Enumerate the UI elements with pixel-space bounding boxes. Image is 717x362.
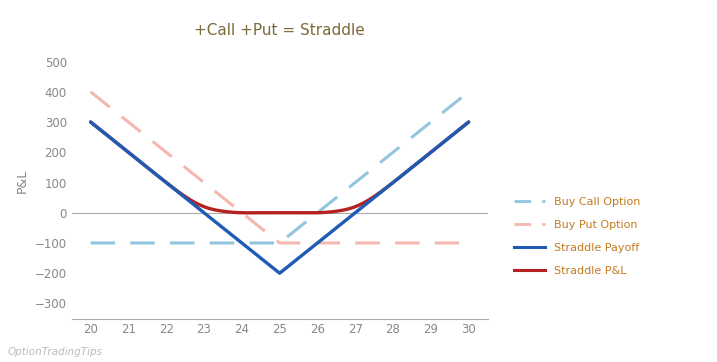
Y-axis label: P&L: P&L — [16, 169, 29, 193]
Text: OptionTradingTips: OptionTradingTips — [7, 347, 102, 357]
Legend: Buy Call Option, Buy Put Option, Straddle Payoff, Straddle P&L: Buy Call Option, Buy Put Option, Straddl… — [514, 196, 640, 276]
Title: +Call +Put = Straddle: +Call +Put = Straddle — [194, 23, 365, 38]
